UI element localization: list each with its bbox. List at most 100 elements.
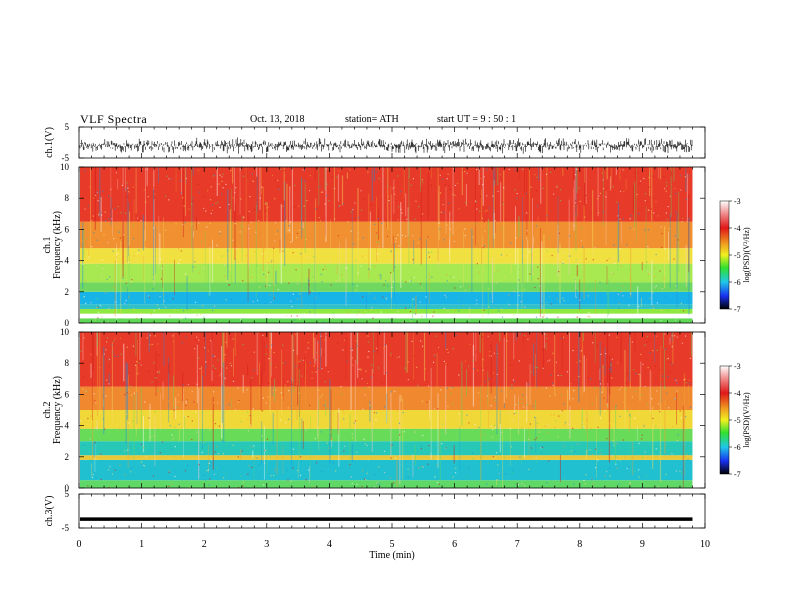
spectral-speckle [447,431,449,433]
spectral-speckle [144,401,146,403]
spectral-speckle [689,357,692,359]
spectral-speckle [349,169,351,171]
spectral-speckle [446,280,448,282]
spectral-speckle [528,399,530,401]
spectral-speckle [232,380,235,382]
spectral-speckle [266,438,268,440]
spectral-speckle [608,368,611,370]
spectral-speckle [585,474,587,476]
spectral-speckle [107,321,109,323]
spectral-speckle [129,256,132,258]
spectral-speckle [686,453,688,455]
spectral-speckle [157,284,159,287]
spectral-speckle [321,470,323,473]
spectral-speckle [651,282,653,284]
spectral-speckle [436,464,438,466]
spectral-speckle [165,306,167,308]
spectral-speckle [322,354,325,356]
spectral-speckle [614,262,616,264]
spectral-speckle [665,185,668,187]
spectral-speckle [669,361,671,363]
spectral-speckle [118,231,120,233]
spectral-speckle [93,197,95,199]
spectral-speckle [154,425,156,427]
spectral-speckle [163,321,166,323]
spectral-speckle [506,254,508,256]
spectral-speckle [407,361,409,363]
spectral-speckle [639,182,641,185]
spectral-speckle [540,447,542,449]
spectral-band [80,282,693,292]
spectral-speckle [132,420,134,422]
spectral-speckle [458,208,460,210]
spectral-speckle [458,454,460,456]
spectral-speckle [387,285,389,287]
spectral-speckle [643,425,645,427]
spectral-speckle [356,483,358,486]
spectral-speckle [149,335,151,337]
spectral-speckle [542,316,544,318]
spectral-speckle [150,313,153,315]
spectral-speckle [114,301,116,303]
spectral-speckle [198,357,200,359]
spectral-speckle [117,253,119,255]
spectral-speckle [333,316,335,318]
spectral-speckle [94,319,96,321]
spectral-speckle [582,422,584,424]
spectral-speckle [300,359,302,361]
spectral-speckle [278,188,280,190]
spectral-speckle [479,210,481,213]
spectral-speckle [315,462,318,464]
spectral-speckle [575,258,577,261]
spectral-speckle [168,199,170,201]
spectral-speckle [226,280,228,282]
colorbar [719,365,730,475]
spectral-speckle [420,397,422,400]
spectral-speckle [186,399,188,401]
spectral-speckle [246,389,248,391]
spectral-speckle [551,254,553,257]
spectral-speckle [132,186,134,188]
spectrogram-ytick-label: 8 [65,193,70,203]
spectral-speckle [466,414,468,416]
spectral-speckle [168,178,170,180]
spectral-speckle [581,321,583,323]
spectral-speckle [456,182,459,185]
station-label: station= ATH [345,114,399,125]
spectral-speckle [182,384,184,386]
spectral-speckle [203,267,206,269]
spectral-speckle [600,353,602,355]
spectral-speckle [315,371,317,373]
spectral-speckle [414,313,416,315]
spectral-speckle [185,402,187,404]
spectral-speckle [405,281,407,283]
spectral-speckle [114,338,116,340]
spectral-speckle [351,348,353,350]
spectral-speckle [412,178,414,180]
spectral-speckle [399,191,402,193]
spectral-speckle [546,482,548,484]
spectral-speckle [445,296,447,298]
spectral-speckle [454,184,457,187]
spectral-speckle [242,175,245,177]
spectral-speckle [309,291,311,293]
spectral-speckle [499,473,501,475]
spectral-speckle [546,215,548,217]
spectral-speckle [245,255,247,257]
spectral-speckle [449,415,451,417]
spectral-speckle [460,286,462,288]
spectral-speckle [290,480,292,482]
spectral-speckle [503,276,505,279]
spectral-speckle [312,256,315,258]
spectral-speckle [297,268,299,270]
spectral-speckle [676,382,678,384]
spectral-speckle [591,479,593,481]
spectral-speckle [443,360,445,363]
spectral-speckle [578,187,580,189]
spectral-speckle [636,193,638,196]
spectral-speckle [413,355,415,357]
spectral-speckle [492,195,494,197]
spectral-speckle [156,304,158,306]
spectral-speckle [419,238,421,240]
spectral-speckle [232,197,234,199]
